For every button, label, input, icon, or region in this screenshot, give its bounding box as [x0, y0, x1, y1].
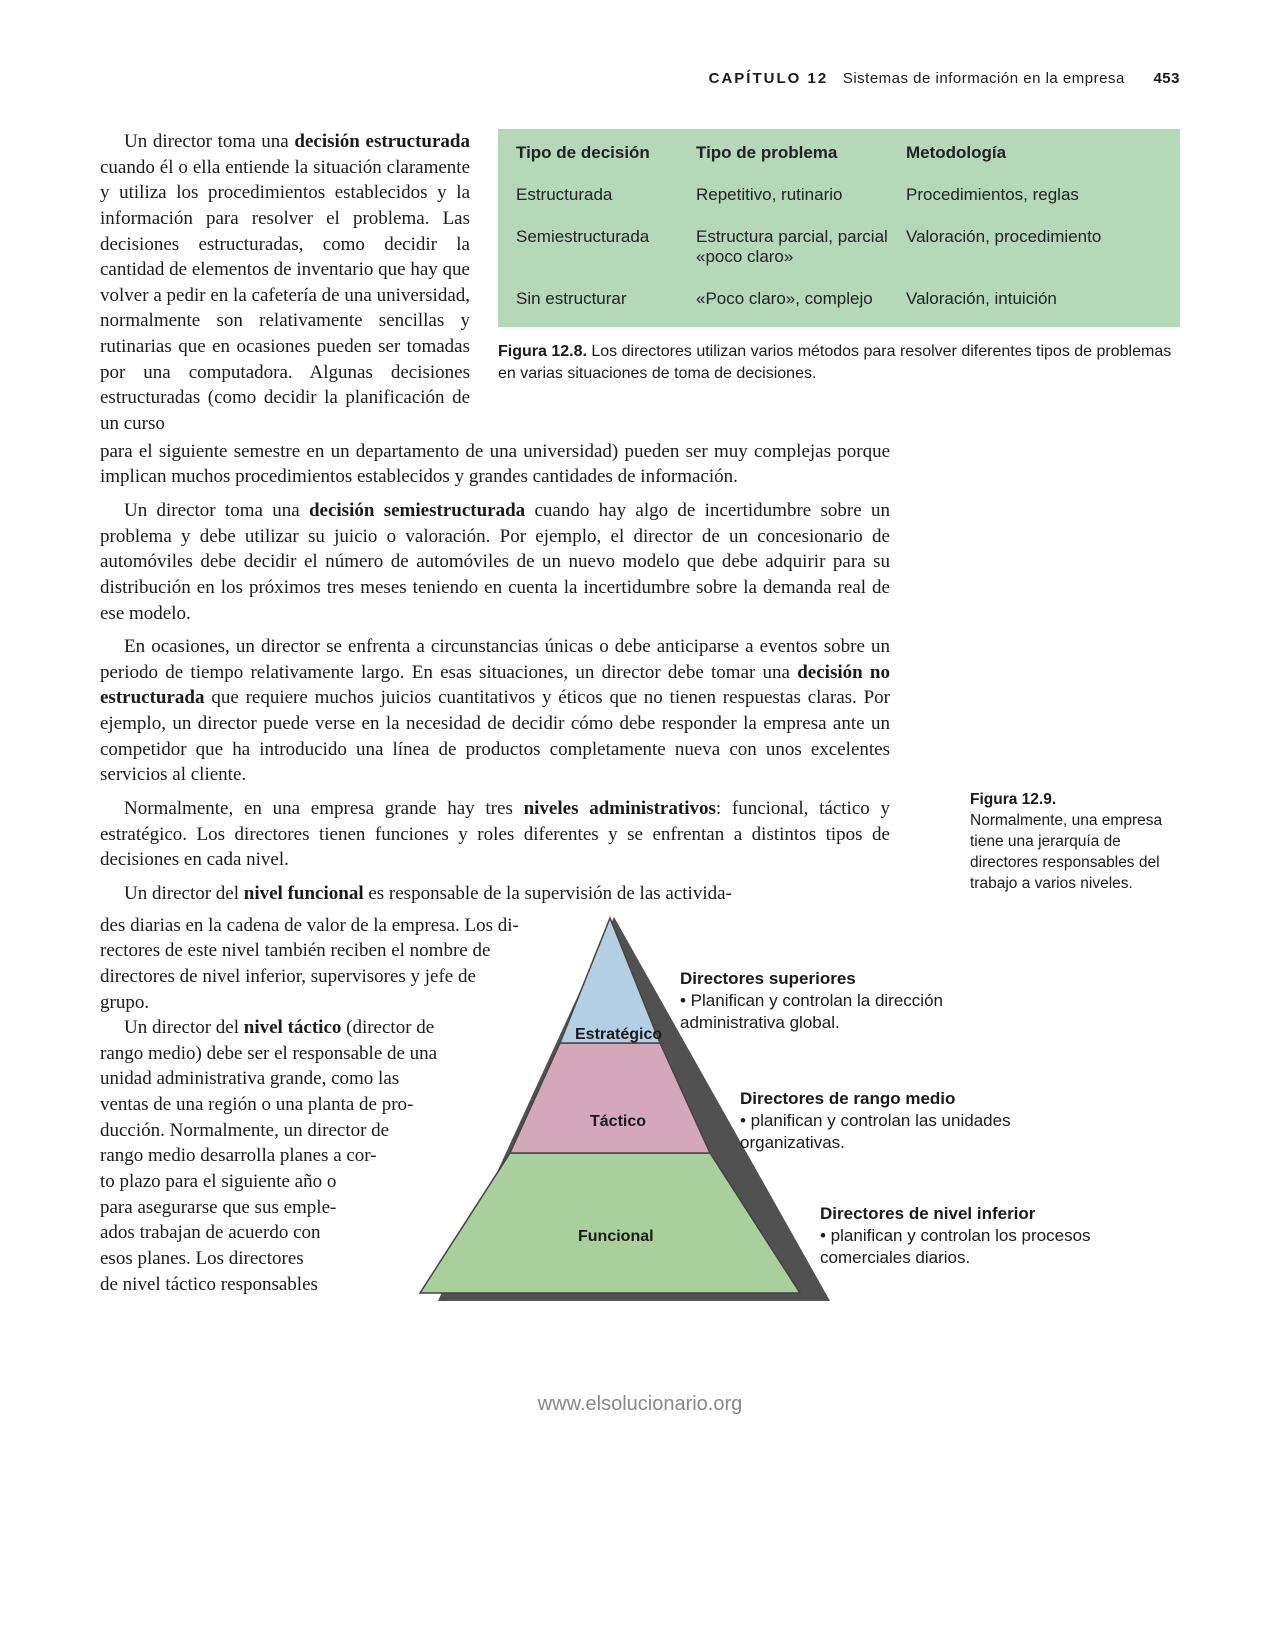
- figure-12-9-caption: Figura 12.9. Normalmente, una empresa ti…: [970, 790, 1170, 895]
- table-row: Tipo de decisión Tipo de problema Metodo…: [516, 143, 1162, 163]
- figure-12-8-caption: Figura 12.8. Los directores utilizan var…: [498, 341, 1180, 384]
- annotation-top: Directores superiores • Planifican y con…: [680, 968, 1040, 1034]
- table-header: Tipo de problema: [696, 143, 906, 163]
- table-row: Semiestructurada Estructura parcial, par…: [516, 227, 1162, 267]
- footer-url: www.elsolucionario.org: [100, 1393, 1180, 1416]
- pyramid-mid-label: Táctico: [590, 1113, 646, 1131]
- annotation-bot: Directores de nivel inferior • planifica…: [820, 1203, 1180, 1269]
- paragraph-4: Normalmente, en una empresa grande hay t…: [100, 796, 890, 873]
- table-header: Tipo de decisión: [516, 143, 696, 163]
- page-number: 453: [1153, 70, 1180, 87]
- chapter-label: CAPÍTULO 12: [709, 70, 829, 87]
- paragraph-3: En ocasiones, un director se enfrenta a …: [100, 634, 890, 788]
- pyramid-top-label: Estratégico: [575, 1026, 662, 1044]
- paragraph-1-cont: para el siguiente semestre en un departa…: [100, 439, 890, 490]
- paragraph-1: Un director toma una decisión estructura…: [100, 129, 470, 437]
- chapter-title: Sistemas de información en la empresa: [843, 70, 1125, 87]
- table-row: Estructurada Repetitivo, rutinario Proce…: [516, 185, 1162, 205]
- paragraph-2: Un director toma una decisión semiestruc…: [100, 498, 890, 626]
- annotation-mid: Directores de rango medio • planifican y…: [740, 1088, 1100, 1154]
- table-12-8: Tipo de decisión Tipo de problema Metodo…: [498, 129, 1180, 327]
- pyramid-bot-label: Funcional: [578, 1228, 654, 1246]
- page-header: CAPÍTULO 12 Sistemas de información en l…: [100, 70, 1180, 87]
- table-row: Sin estructurar «Poco claro», complejo V…: [516, 289, 1162, 309]
- table-header: Metodología: [906, 143, 1162, 163]
